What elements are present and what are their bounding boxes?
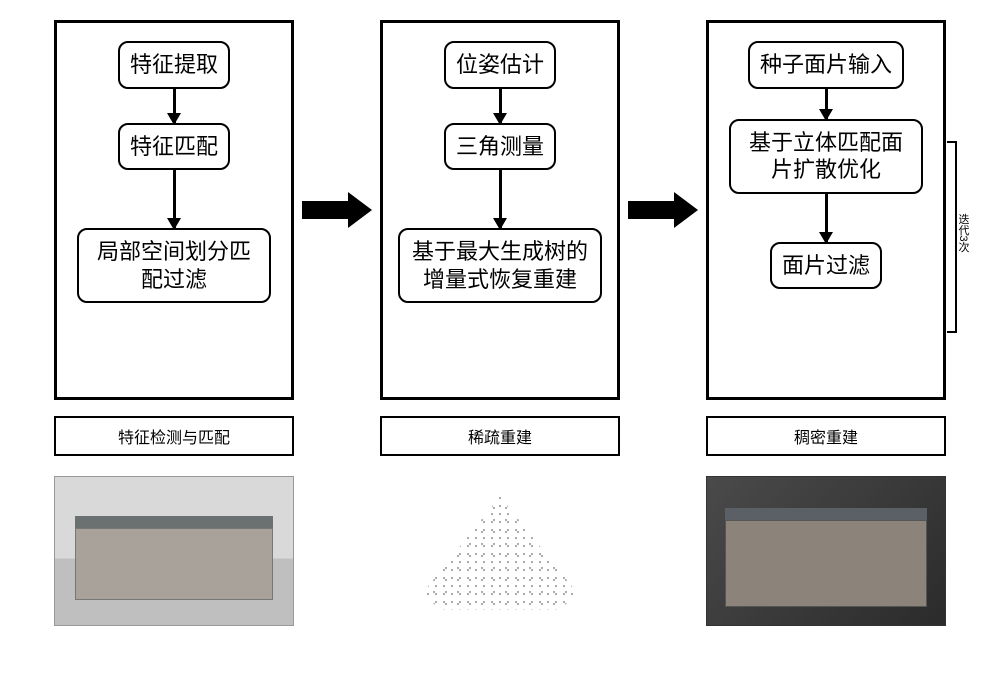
labels-row: 特征检测与匹配 稀疏重建 稠密重建 — [20, 416, 980, 456]
arrow-down — [173, 89, 176, 123]
stage-box-3: 种子面片输入 基于立体匹配面片扩散优化 面片过滤 迭代3次 — [706, 20, 946, 400]
stage-label-2: 稀疏重建 — [380, 416, 620, 456]
node-s3-2: 基于立体匹配面片扩散优化 — [729, 119, 923, 194]
stage-label-1: 特征检测与匹配 — [54, 416, 294, 456]
big-arrow-1 — [302, 198, 372, 222]
iteration-label: 迭代3次 — [955, 213, 971, 252]
arrow-down — [499, 170, 502, 228]
image-placeholder-dense — [706, 476, 946, 626]
image-placeholder-input — [54, 476, 294, 626]
big-arrow-2 — [628, 198, 698, 222]
node-s3-3: 面片过滤 — [770, 242, 882, 290]
flow-row: 特征提取 特征匹配 局部空间划分匹配过滤 位姿估计 三角测量 基于最大生成树的增… — [20, 20, 980, 400]
node-s1-3: 局部空间划分匹配过滤 — [77, 228, 271, 303]
node-s2-3: 基于最大生成树的增量式恢复重建 — [398, 228, 602, 303]
image-placeholder-sparse — [380, 476, 620, 626]
node-s2-2: 三角测量 — [444, 123, 556, 171]
stage-label-3: 稠密重建 — [706, 416, 946, 456]
arrow-down — [825, 194, 828, 242]
node-s1-2: 特征匹配 — [118, 123, 230, 171]
stage-box-2: 位姿估计 三角测量 基于最大生成树的增量式恢复重建 — [380, 20, 620, 400]
arrow-down — [173, 170, 176, 228]
images-row — [20, 476, 980, 626]
arrow-down — [825, 89, 828, 119]
node-s3-1: 种子面片输入 — [748, 41, 904, 89]
node-s1-1: 特征提取 — [118, 41, 230, 89]
node-s2-1: 位姿估计 — [444, 41, 556, 89]
stage-box-1: 特征提取 特征匹配 局部空间划分匹配过滤 — [54, 20, 294, 400]
arrow-down — [499, 89, 502, 123]
